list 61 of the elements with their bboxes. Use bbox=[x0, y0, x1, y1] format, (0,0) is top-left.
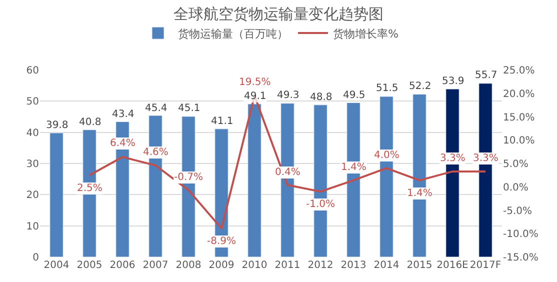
chart-title: 全球航空货物运输量变化趋势图 bbox=[174, 4, 384, 23]
bar bbox=[50, 132, 64, 257]
y2-tick-label: -10.0% bbox=[503, 229, 538, 240]
x-tick-label: 2005 bbox=[76, 260, 102, 271]
x-tick-label: 2004 bbox=[44, 260, 70, 271]
x-tick-label: 2007 bbox=[142, 260, 168, 271]
data-label: 48.8 bbox=[310, 92, 332, 103]
data-label: 53.9 bbox=[442, 76, 464, 87]
data-label: 49.5 bbox=[343, 90, 366, 101]
y2-tick-label: 0.0% bbox=[503, 182, 528, 194]
x-tick-label: 2012 bbox=[308, 260, 334, 271]
x-tick-label: 2011 bbox=[274, 260, 300, 271]
data-label: 6.4% bbox=[110, 138, 136, 149]
data-label: 45.4 bbox=[145, 103, 168, 114]
data-label: -8.9% bbox=[207, 236, 236, 247]
legend-label: 货物增长率% bbox=[333, 27, 398, 40]
y2-tick-label: 20.0% bbox=[503, 88, 535, 100]
x-tick-label: 2008 bbox=[176, 260, 202, 271]
x-tick-label: 2016E bbox=[436, 260, 468, 271]
data-label: 3.3% bbox=[440, 153, 466, 164]
data-label: 55.7 bbox=[475, 70, 498, 81]
data-label: 1.4% bbox=[407, 188, 432, 199]
x-tick-label: 2009 bbox=[208, 260, 234, 271]
data-label: 2.5% bbox=[77, 183, 102, 194]
data-label: 51.5 bbox=[376, 83, 398, 94]
data-label: 49.3 bbox=[277, 90, 300, 101]
data-label: 52.2 bbox=[409, 81, 432, 92]
y-tick-label: 20 bbox=[26, 190, 39, 202]
legend-label: 货物运输量（百万吨） bbox=[178, 27, 288, 40]
y-tick-label: 60 bbox=[26, 66, 39, 76]
y-tick-label: 40 bbox=[26, 128, 39, 139]
data-label: 19.5% bbox=[239, 77, 271, 88]
y2-tick-label: -15.0% bbox=[503, 252, 538, 264]
y-tick-label: 0 bbox=[32, 252, 39, 264]
y-tick-label: 30 bbox=[26, 159, 39, 170]
data-label: 0.4% bbox=[275, 167, 300, 178]
data-label: -0.7% bbox=[174, 172, 204, 183]
y2-tick-label: 15.0% bbox=[503, 112, 535, 124]
y-tick-label: 50 bbox=[26, 96, 39, 108]
data-label: 1.4% bbox=[341, 162, 366, 173]
data-label: 40.8 bbox=[79, 117, 102, 128]
y2-tick-label: 10.0% bbox=[503, 136, 535, 147]
x-tick-label: 2015 bbox=[406, 260, 432, 271]
data-label: 41.1 bbox=[211, 116, 234, 127]
bar bbox=[248, 104, 262, 257]
x-tick-label: 2013 bbox=[340, 260, 366, 271]
x-tick-label: 2010 bbox=[242, 260, 268, 271]
x-tick-label: 2014 bbox=[374, 260, 400, 271]
data-label: 45.1 bbox=[178, 103, 200, 114]
data-label: 39.8 bbox=[46, 120, 68, 131]
y2-tick-label: -5.0% bbox=[503, 206, 532, 217]
x-tick-label: 2006 bbox=[110, 260, 136, 271]
y2-tick-label: 25.0% bbox=[503, 66, 535, 76]
y2-tick-label: 5.0% bbox=[503, 159, 528, 170]
data-label: -1.0% bbox=[306, 199, 336, 210]
data-label: 4.6% bbox=[143, 147, 168, 158]
x-tick-label: 2017F bbox=[470, 260, 502, 271]
data-label: 43.4 bbox=[112, 109, 134, 120]
data-label: 4.0% bbox=[374, 150, 400, 161]
y-tick-label: 10 bbox=[26, 221, 39, 232]
data-label: 3.3% bbox=[473, 153, 498, 164]
